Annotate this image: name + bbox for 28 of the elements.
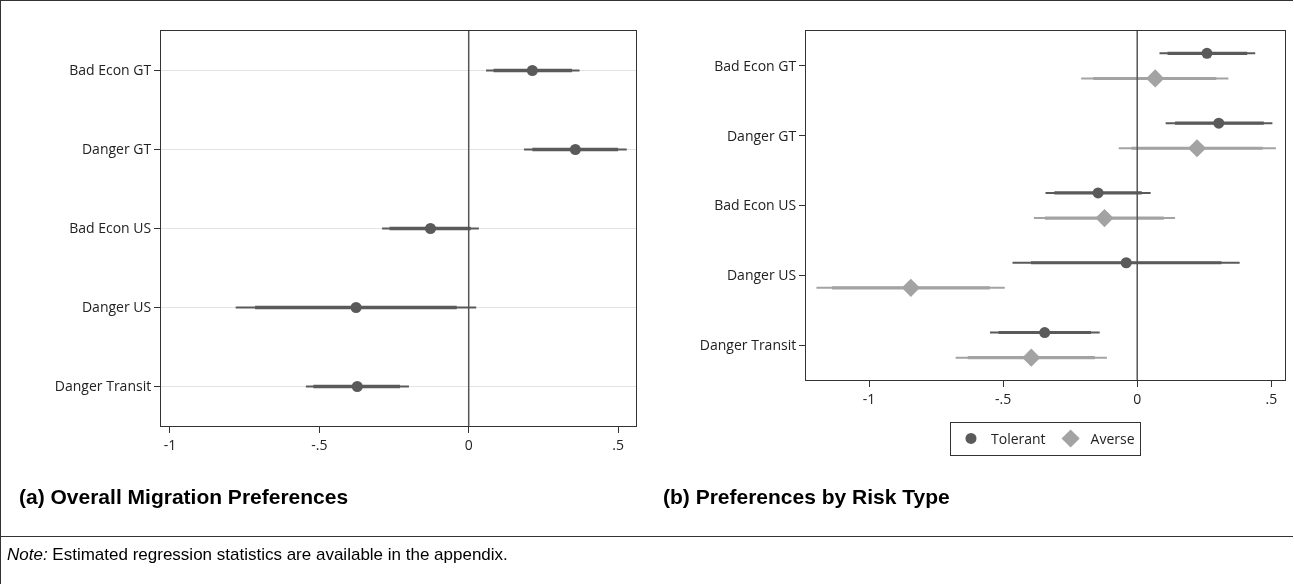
x-tick-label: -1 bbox=[163, 434, 177, 454]
y-tick-label: Bad Econ GT bbox=[69, 60, 152, 80]
point bbox=[424, 223, 436, 234]
y-tick-label: Bad Econ US bbox=[714, 195, 797, 215]
y-tick-label: Danger GT bbox=[726, 125, 797, 145]
point bbox=[569, 144, 581, 155]
x-tick-label: 0 bbox=[1133, 388, 1142, 408]
legend-label: Tolerant bbox=[991, 428, 1046, 448]
x-tick-label: .5 bbox=[1265, 388, 1278, 408]
x-tick-label: -1 bbox=[862, 388, 876, 408]
x-tick-label: -.5 bbox=[995, 388, 1012, 408]
y-tick-label: Danger GT bbox=[81, 139, 152, 159]
y-tick-label: Danger Transit bbox=[699, 335, 797, 354]
y-tick-label: Danger US bbox=[726, 265, 797, 285]
text: (b) Preferences by Risk Type bbox=[663, 485, 950, 509]
point bbox=[526, 65, 538, 76]
x-tick-label: .5 bbox=[612, 434, 624, 454]
x-tick-label: 0 bbox=[464, 434, 473, 454]
y-tick-label: Bad Econ US bbox=[69, 218, 152, 238]
y-tick-label: Danger US bbox=[81, 297, 152, 317]
point bbox=[350, 302, 362, 313]
text: Note: Estimated regression statistics are available in the appendix. bbox=[1, 536, 1293, 573]
legend-label: Averse bbox=[1090, 428, 1135, 448]
x-tick-label: -.5 bbox=[311, 434, 328, 454]
text: (a) Overall Migration Preferences bbox=[19, 485, 349, 509]
point bbox=[351, 381, 363, 392]
y-tick-label: Danger Transit bbox=[54, 376, 152, 396]
y-tick-label: Bad Econ GT bbox=[714, 55, 797, 75]
